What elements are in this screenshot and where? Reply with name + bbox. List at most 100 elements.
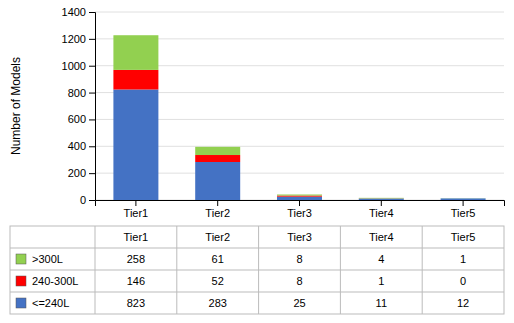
table-border [10, 226, 504, 314]
y-tick-mark [89, 146, 95, 147]
bar [277, 197, 322, 200]
x-tick: Tier1 [124, 200, 149, 219]
y-tick-label: 400 [68, 140, 86, 152]
bar [441, 198, 486, 199]
table-header: Tier4 [369, 231, 394, 243]
y-tick-mark [89, 173, 95, 174]
table-header: Tier2 [205, 231, 230, 243]
x-axis-line [96, 201, 505, 207]
y-tick-label: 1400 [62, 6, 86, 18]
table-value: 52 [212, 275, 224, 287]
table-border [422, 226, 423, 314]
table-value: 12 [457, 297, 469, 309]
y-tick: 400 [68, 140, 95, 152]
y-axis: 0 200 400 600 800 1000 1200 1400 [62, 6, 96, 206]
x-tick-label: Tier3 [287, 207, 312, 219]
table-value: 823 [127, 297, 145, 309]
y-tick-label: 1000 [62, 60, 86, 72]
bar [195, 162, 240, 200]
bars [113, 35, 485, 200]
bar [277, 196, 322, 197]
table-border [10, 248, 504, 249]
y-tick: 0 [80, 194, 95, 206]
x-tick-label: Tier1 [124, 207, 149, 219]
x-tick-label: Tier4 [369, 207, 394, 219]
y-tick-mark [89, 93, 95, 94]
table-value: 4 [378, 253, 384, 265]
x-axis: Tier1 Tier2 Tier3 Tier4 Tier5 [96, 200, 505, 219]
table-border [340, 226, 341, 314]
bar [113, 35, 158, 70]
table-header: Tier3 [287, 231, 312, 243]
y-axis-title: Number of Models [9, 57, 23, 155]
chart: 0 200 400 600 800 1000 1200 1400 Tier1 Tier2 Tier3… [0, 0, 514, 323]
bar [441, 198, 486, 200]
table-swatch [16, 254, 26, 264]
table-value: 8 [296, 253, 302, 265]
table-header: Tier5 [451, 231, 476, 243]
bar [113, 89, 158, 200]
y-tick: 1400 [62, 6, 95, 18]
y-tick-mark [89, 12, 95, 13]
bar [195, 155, 240, 162]
x-tick: Tier4 [369, 200, 394, 219]
table-border [95, 226, 96, 314]
table-value: 1 [378, 275, 384, 287]
table-value: 61 [212, 253, 224, 265]
y-tick-label: 0 [80, 194, 86, 206]
y-tick-label: 600 [68, 113, 86, 125]
bar-series [113, 35, 485, 198]
table-value: 0 [460, 275, 466, 287]
bar-series [113, 89, 485, 200]
x-tick-label: Tier5 [451, 207, 476, 219]
x-tick-mark [217, 200, 218, 206]
x-tick-mark [381, 200, 382, 206]
table-swatch [16, 298, 26, 308]
table-value: 11 [376, 297, 387, 309]
y-axis-line [89, 13, 96, 201]
y-tick-label: 1200 [62, 33, 86, 45]
y-tick-mark [89, 39, 95, 40]
bar [359, 198, 404, 199]
grid-line [95, 12, 504, 13]
y-tick-mark [89, 119, 95, 120]
table-value: 25 [293, 297, 305, 309]
table-row-label: 240-300L [32, 275, 79, 287]
bar [441, 198, 486, 199]
x-tick-mark [299, 200, 300, 206]
bar [113, 70, 158, 90]
table-border [10, 292, 504, 293]
x-tick-label: Tier2 [205, 207, 230, 219]
y-tick-mark [89, 66, 95, 67]
table: Tier1Tier2Tier3Tier4Tier5>300L2586184124… [10, 226, 504, 314]
table-border [176, 226, 177, 314]
table-value: 1 [460, 253, 466, 265]
bar [277, 194, 322, 195]
y-tick-mark [89, 200, 95, 201]
y-tick: 200 [68, 167, 95, 179]
y-tick: 600 [68, 113, 95, 125]
grid [95, 12, 504, 200]
table-swatch [16, 276, 26, 286]
y-tick-label: 800 [68, 87, 86, 99]
table-border [10, 270, 504, 271]
x-tick: Tier5 [451, 200, 476, 219]
bar [195, 147, 240, 155]
table-value: 283 [209, 297, 227, 309]
x-tick-mark [463, 200, 464, 206]
y-tick: 1200 [62, 33, 95, 45]
x-tick-mark [135, 200, 136, 206]
bar [359, 197, 404, 199]
y-tick: 1000 [62, 60, 95, 72]
bar-series [113, 70, 403, 199]
table-value: 146 [127, 275, 145, 287]
table-value: 258 [127, 253, 145, 265]
x-tick: Tier3 [287, 200, 312, 219]
x-tick: Tier2 [205, 200, 230, 219]
table-header: Tier1 [124, 231, 149, 243]
y-tick: 800 [68, 87, 95, 99]
bar [359, 199, 404, 200]
table-row-label: <=240L [32, 297, 69, 309]
table-value: 8 [296, 275, 302, 287]
table-row-label: >300L [32, 253, 63, 265]
